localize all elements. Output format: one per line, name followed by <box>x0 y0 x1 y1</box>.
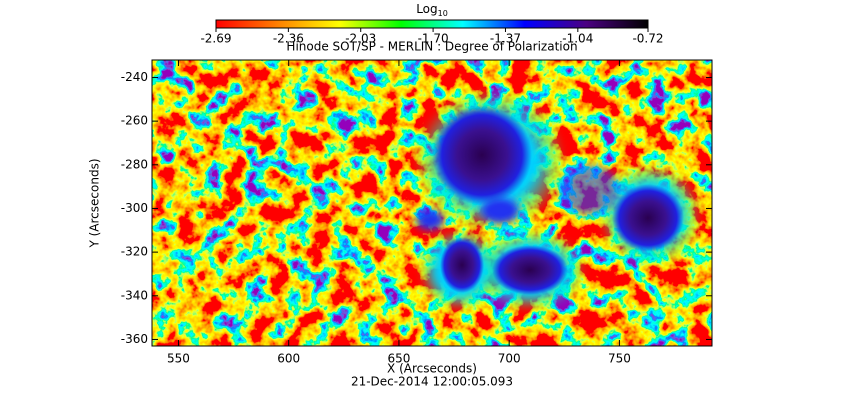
colorbar-tick-label: -0.72 <box>632 32 663 46</box>
x-tick-label: 600 <box>277 352 300 366</box>
x-axis-label: X (Arcseconds) <box>387 362 477 376</box>
y-axis-label: Y (Arcseconds) <box>88 158 102 248</box>
solar-image <box>152 60 712 346</box>
x-tick-label: 750 <box>608 352 631 366</box>
x-tick-label: 700 <box>498 352 521 366</box>
date-label: 21-Dec-2014 12:00:05.093 <box>351 375 513 389</box>
plot-frame <box>151 59 713 347</box>
y-tick-label: -340 <box>121 288 148 302</box>
colorbar-tick-label: -2.36 <box>273 32 304 46</box>
y-tick-label: -320 <box>121 245 148 259</box>
chart-title: Hinode SOT/SP - MERLIN : Degree of Polar… <box>286 40 577 54</box>
y-tick-label: -360 <box>121 332 148 346</box>
colorbar <box>215 19 649 29</box>
colorbar-tick-label: -1.04 <box>562 32 593 46</box>
x-tick-label: 550 <box>167 352 190 366</box>
y-tick-label: -300 <box>121 201 148 215</box>
y-tick-label: -240 <box>121 70 148 84</box>
colorbar-tick-label: -2.03 <box>345 32 376 46</box>
y-tick-label: -280 <box>121 157 148 171</box>
colorbar-tick-label: -1.37 <box>490 32 521 46</box>
colorbar-label: Log10 <box>416 2 448 18</box>
colorbar-tick-label: -1.70 <box>418 32 449 46</box>
colorbar-tick-label: -2.69 <box>200 32 231 46</box>
x-tick-label: 650 <box>387 352 410 366</box>
y-tick-label: -260 <box>121 114 148 128</box>
